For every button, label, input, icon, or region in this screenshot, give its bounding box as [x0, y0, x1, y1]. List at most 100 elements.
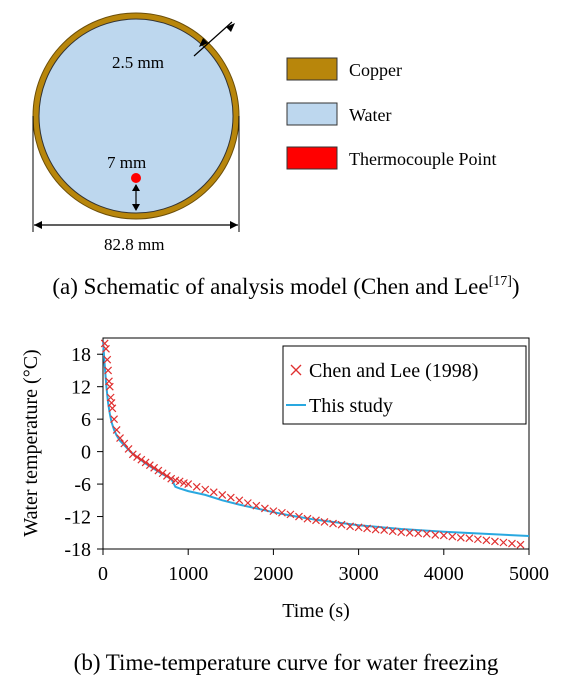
- legend-label-water: Water: [349, 105, 392, 125]
- data-point-chen-and-lee: [104, 366, 113, 375]
- x-axis-label: Time (s): [282, 600, 350, 622]
- data-point-chen-and-lee: [388, 527, 397, 536]
- dim-wall-label: 2.5 mm: [112, 53, 164, 72]
- data-point-chen-and-lee: [201, 485, 210, 494]
- data-point-chen-and-lee: [145, 461, 154, 470]
- y-tick-label: 12: [71, 377, 91, 399]
- data-point-chen-and-lee: [162, 472, 171, 480]
- series-chen-and-lee: [100, 339, 525, 549]
- diameter-arrow-left: [34, 221, 42, 229]
- data-point-chen-and-lee: [154, 466, 163, 475]
- x-tick-label: 2000: [253, 563, 293, 585]
- data-point-chen-and-lee: [133, 453, 142, 461]
- thermo-arrow-down: [132, 204, 140, 211]
- x-tick-label: 0: [98, 563, 108, 585]
- schematic: 2.5 mm 7 mm 82.8 mm: [32, 12, 240, 254]
- legend-label-chen-and-lee: Chen and Lee (1998): [309, 360, 478, 382]
- legend-swatch-thermocouple: [286, 146, 338, 170]
- x-tick-label: 4000: [424, 563, 464, 585]
- data-point-chen-and-lee: [252, 501, 261, 510]
- data-point-chen-and-lee: [108, 404, 117, 413]
- data-point-chen-and-lee: [508, 539, 516, 548]
- data-point-chen-and-lee: [482, 536, 491, 545]
- data-point-chen-and-lee: [354, 523, 363, 532]
- thermo-arrow-up: [132, 184, 140, 191]
- data-point-chen-and-lee: [490, 537, 499, 546]
- data-point-chen-and-lee: [380, 526, 389, 534]
- caption-a: (a) Schematic of analysis model (Chen an…: [0, 274, 572, 300]
- x-tick-label: 1000: [168, 563, 208, 585]
- data-point-chen-and-lee: [103, 355, 112, 364]
- data-point-chen-and-lee: [303, 514, 312, 523]
- data-point-chen-and-lee: [167, 474, 176, 483]
- y-tick-label: -6: [74, 474, 91, 496]
- data-point-chen-and-lee: [141, 458, 150, 467]
- data-point-chen-and-lee: [312, 516, 320, 525]
- data-point-chen-and-lee: [320, 518, 329, 526]
- thermocouple-point: [131, 173, 141, 183]
- data-point-chen-and-lee: [431, 531, 440, 539]
- caption-a-ref: [17]: [488, 274, 512, 289]
- data-point-chen-and-lee: [137, 455, 146, 464]
- data-point-chen-and-lee: [465, 534, 474, 543]
- data-point-chen-and-lee: [277, 508, 286, 517]
- y-tick-label: -18: [64, 539, 91, 561]
- data-point-chen-and-lee: [243, 499, 252, 507]
- data-point-chen-and-lee: [499, 538, 508, 547]
- x-axis: 0 1000 2000 3000 4000 5000: [98, 549, 549, 585]
- data-point-chen-and-lee: [337, 520, 346, 529]
- data-point-chen-and-lee: [329, 519, 337, 528]
- dim-diameter-label: 82.8 mm: [104, 235, 164, 254]
- wall-arrow-head-outer: [226, 23, 235, 32]
- data-point-chen-and-lee: [124, 444, 133, 453]
- data-point-chen-and-lee: [295, 512, 303, 521]
- y-tick-label: 6: [81, 409, 91, 431]
- legend-label-thermocouple: Thermocouple Point: [349, 149, 496, 169]
- y-tick-label: 18: [71, 344, 91, 366]
- x-tick-label: 3000: [339, 563, 379, 585]
- schematic-legend: Copper Water Thermocouple Point: [286, 57, 496, 170]
- data-point-chen-and-lee: [218, 490, 227, 499]
- data-point-chen-and-lee: [128, 450, 137, 459]
- data-point-chen-and-lee: [112, 426, 121, 434]
- legend-label-this-study: This study: [309, 395, 393, 417]
- water-region: [38, 18, 234, 214]
- diameter-arrow-right: [230, 221, 238, 229]
- data-point-chen-and-lee: [175, 477, 184, 486]
- data-point-chen-and-lee: [439, 531, 448, 540]
- caption-a-text: (a) Schematic of analysis model (Chen an…: [52, 274, 489, 299]
- data-point-chen-and-lee: [150, 463, 159, 472]
- data-point-chen-and-lee: [184, 480, 193, 489]
- data-point-chen-and-lee: [110, 415, 119, 424]
- chart-legend-box: [282, 345, 527, 425]
- legend-swatch-water: [286, 102, 338, 126]
- data-point-chen-and-lee: [414, 529, 423, 538]
- data-point-chen-and-lee: [102, 344, 110, 353]
- data-point-chen-and-lee: [209, 488, 218, 497]
- y-tick-label: 0: [81, 442, 91, 464]
- data-point-chen-and-lee: [226, 493, 235, 502]
- caption-a-close: ): [511, 274, 520, 299]
- data-point-chen-and-lee: [158, 469, 167, 478]
- data-point-chen-and-lee: [235, 496, 244, 505]
- legend-label-copper: Copper: [349, 60, 402, 80]
- data-point-chen-and-lee: [405, 528, 414, 537]
- wall-arrow: [193, 21, 233, 57]
- y-axis-label: Water temperature (°C): [20, 349, 42, 536]
- data-point-chen-and-lee: [105, 382, 114, 391]
- y-axis: 18 12 6 0 -6 -12 -18: [64, 344, 103, 561]
- x-tick-label: 5000: [509, 563, 549, 585]
- data-point-chen-and-lee: [397, 528, 406, 537]
- data-point-chen-and-lee: [473, 535, 482, 544]
- data-point-chen-and-lee: [346, 522, 355, 531]
- data-point-chen-and-lee: [286, 510, 295, 519]
- plot-area: [102, 337, 530, 550]
- data-point-chen-and-lee: [116, 434, 124, 443]
- data-point-chen-and-lee: [448, 532, 457, 541]
- chart: 18 12 6 0 -6 -12 -18 0 1000 2000 3000 4000 5000 Tim…: [20, 337, 549, 622]
- data-point-chen-and-lee: [422, 529, 431, 538]
- data-point-chen-and-lee: [456, 533, 465, 542]
- data-point-chen-and-lee: [120, 439, 129, 448]
- data-point-chen-and-lee: [363, 524, 372, 533]
